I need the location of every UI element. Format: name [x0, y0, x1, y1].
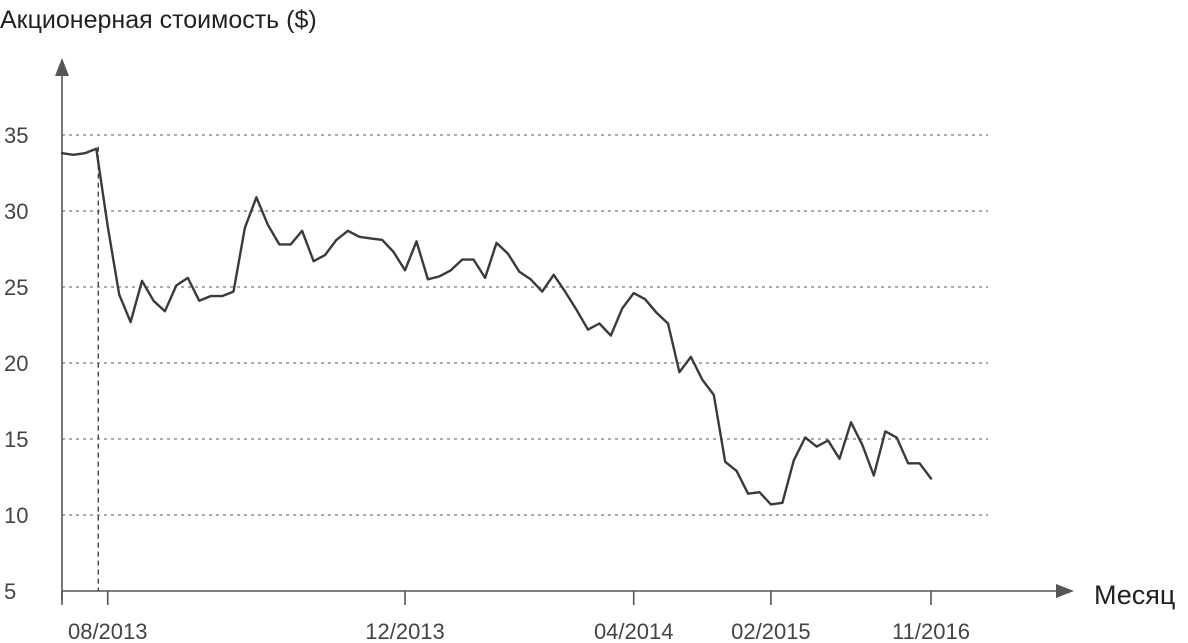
y-tick-label: 5 — [4, 579, 16, 604]
y-tick-label: 15 — [4, 427, 28, 452]
chart-title: Акционерная стоимость ($) — [0, 6, 317, 34]
y-tick-label: 10 — [4, 503, 28, 528]
y-tick-labels: 5 10 15 20 25 30 35 — [4, 123, 28, 604]
y-tick-label: 20 — [4, 351, 28, 376]
y-axis-arrow-icon — [55, 58, 69, 76]
y-tick-label: 25 — [4, 275, 28, 300]
x-tick-label: 02/2015 — [731, 619, 811, 643]
x-tick-label: 12/2013 — [365, 619, 445, 643]
x-tick-marks: 08/2013 12/2013 04/2014 02/2015 11/2016 — [61, 591, 970, 643]
x-axis-arrow-icon — [1056, 584, 1074, 598]
x-axis-label: Месяц — [1094, 580, 1175, 610]
y-tick-label: 35 — [4, 123, 28, 148]
y-tick-label: 30 — [4, 199, 28, 224]
x-tick-label: 11/2016 — [892, 619, 970, 643]
x-tick-label: 04/2014 — [594, 619, 674, 643]
series-line — [60, 147, 933, 506]
grid-lines — [62, 134, 988, 516]
x-tick-label: 08/2013 — [68, 619, 148, 643]
